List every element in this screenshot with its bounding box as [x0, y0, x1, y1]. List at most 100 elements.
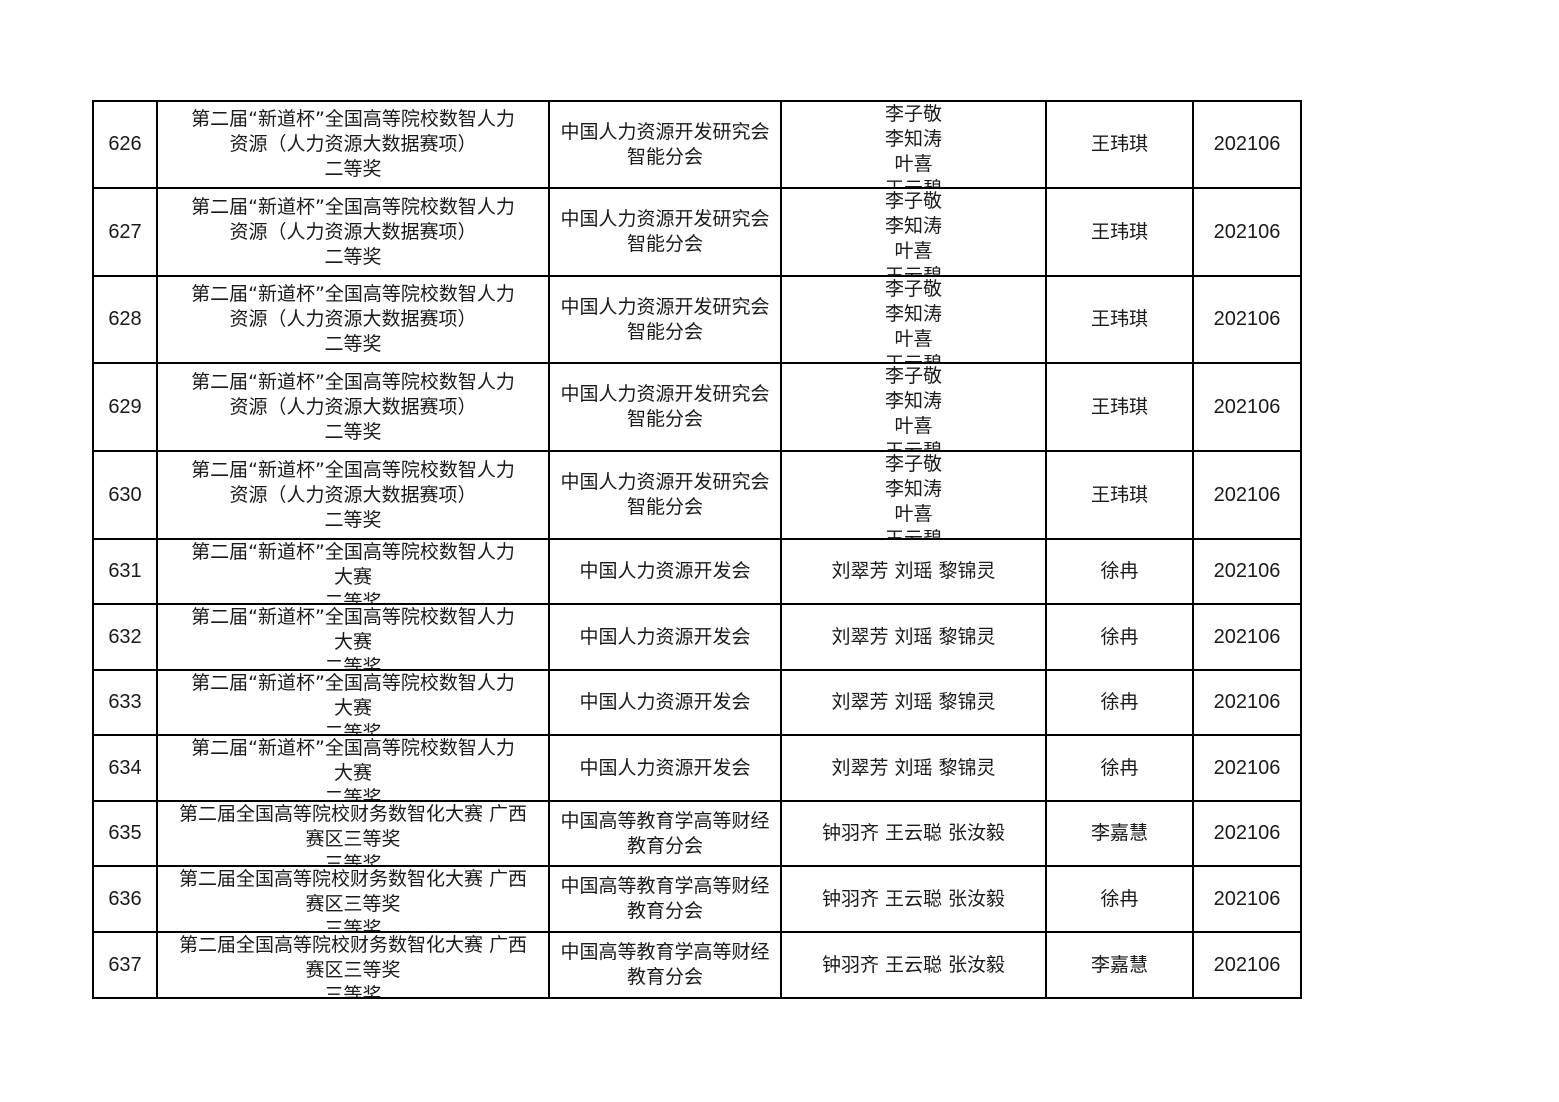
cell-line: 叶喜: [894, 153, 933, 175]
award-name-cell: 第二届全国高等院校财务数智化大赛 广西 赛区三等奖 三等奖: [158, 933, 550, 997]
teacher-cell: 王玮琪: [1047, 452, 1194, 538]
organizer-cell: 中国人力资源开发会: [550, 736, 782, 800]
cell-line: 资源（人力资源大数据赛项）: [229, 395, 477, 418]
date-cell: 202106: [1194, 933, 1302, 997]
table-row: 635 第二届全国高等院校财务数智化大赛 广西 赛区三等奖 三等奖 中国高等教育学高等财…: [94, 802, 1302, 867]
award-name-cell: 第二届全国高等院校财务数智化大赛 广西 赛区三等奖 三等奖: [158, 867, 550, 931]
cell-line: 智能分会: [626, 320, 703, 343]
teacher-cell: 王玮琪: [1047, 189, 1194, 275]
row-number-cell: 629: [94, 364, 158, 450]
award-name-cell: 第二届“新道杯”全国高等院校数智人力 大赛 二等奖: [158, 605, 550, 669]
cell-line: 中国人力资源开发研究会: [560, 120, 770, 143]
table-row: 628 第二届“新道杯”全国高等院校数智人力 资源（人力资源大数据赛项） 二等奖 中国人…: [94, 277, 1302, 364]
organizer-cell: 中国高等教育学高等财经 教育分会: [550, 933, 782, 997]
cell-line: 中国人力资源开发会: [579, 756, 751, 779]
cell-line: 二等奖: [324, 656, 382, 669]
awards-table: 626 第二届“新道杯”全国高等院校数智人力 资源（人力资源大数据赛项） 二等奖 中国人…: [92, 100, 1302, 999]
cell-line: 钟羽齐 王云聪 张汝毅: [821, 887, 1006, 910]
cell-line: 李知涛: [884, 478, 942, 500]
row-number-cell: 631: [94, 540, 158, 603]
cell-line: 二等奖: [324, 591, 382, 603]
cell-line: 刘翠芳 刘瑶 黎锦灵: [831, 560, 996, 582]
cell-line: 钟羽齐 王云聪 张汝毅: [821, 822, 1006, 844]
date-cell: 202106: [1194, 452, 1302, 538]
cell-line: 赛区三等奖: [305, 893, 401, 915]
cell-line: 王云碧: [885, 527, 942, 538]
teacher-cell: 王玮琪: [1047, 277, 1194, 362]
cell-line: 李知涛: [884, 128, 942, 150]
cell-line: 李子敬: [884, 103, 942, 125]
cell-line: 智能分会: [626, 496, 703, 518]
cell-line: 叶喜: [894, 328, 933, 350]
cell-line: 中国人力资源开发研究会: [560, 295, 770, 318]
cell-line: 智能分会: [626, 233, 703, 255]
cell-line: 王云碧: [885, 177, 942, 187]
cell-line: 中国高等教育学高等财经: [560, 875, 770, 897]
organizer-cell: 中国人力资源开发研究会 智能分会: [550, 277, 782, 362]
row-number-cell: 636: [94, 867, 158, 931]
organizer-cell: 中国人力资源开发研究会 智能分会: [550, 452, 782, 538]
students-cell: 李子敬李知涛叶喜王云碧: [782, 452, 1047, 538]
cell-line: 三等奖: [324, 984, 382, 997]
table-row: 632 第二届“新道杯”全国高等院校数智人力 大赛 二等奖 中国人力资源开发会 刘翠芳 刘…: [94, 605, 1302, 671]
cell-line: 赛区三等奖: [305, 959, 401, 981]
cell-line: 王云碧: [885, 439, 942, 450]
cell-line: 教育分会: [626, 900, 703, 922]
cell-line: 教育分会: [626, 834, 703, 857]
cell-line: 二等奖: [324, 420, 382, 443]
table-row: 627 第二届“新道杯”全国高等院校数智人力 资源（人力资源大数据赛项） 二等奖 中国人…: [94, 189, 1302, 277]
cell-line: 李子敬: [884, 453, 942, 475]
teacher-cell: 徐冉: [1047, 671, 1194, 734]
award-name-cell: 第二届“新道杯”全国高等院校数智人力 资源（人力资源大数据赛项） 二等奖: [158, 452, 550, 538]
cell-line: 第二届“新道杯”全国高等院校数智人力: [191, 458, 515, 481]
date-cell: 202106: [1194, 540, 1302, 603]
cell-line: 李知涛: [884, 303, 942, 325]
cell-line: 二等奖: [324, 158, 382, 180]
cell-line: 钟羽齐 王云聪 张汝毅: [821, 953, 1006, 976]
date-cell: 202106: [1194, 189, 1302, 275]
cell-line: 刘翠芳 刘瑶 黎锦灵: [831, 625, 996, 648]
organizer-cell: 中国人力资源开发研究会 智能分会: [550, 189, 782, 275]
students-cell: 钟羽齐 王云聪 张汝毅: [782, 867, 1047, 931]
cell-line: 李子敬: [884, 190, 942, 212]
date-cell: 202106: [1194, 364, 1302, 450]
cell-line: 三等奖: [324, 853, 382, 865]
cell-line: 教育分会: [626, 966, 703, 988]
award-name-cell: 第二届“新道杯”全国高等院校数智人力 资源（人力资源大数据赛项） 二等奖: [158, 277, 550, 362]
row-number-cell: 637: [94, 933, 158, 997]
row-number-cell: 633: [94, 671, 158, 734]
cell-line: 中国高等教育学高等财经: [560, 941, 770, 963]
row-number-cell: 632: [94, 605, 158, 669]
row-number-cell: 626: [94, 102, 158, 187]
cell-line: 第二届全国高等院校财务数智化大赛 广西: [178, 803, 528, 825]
cell-line: 第二届“新道杯”全国高等院校数智人力: [191, 672, 515, 694]
teacher-cell: 王玮琪: [1047, 364, 1194, 450]
cell-line: 刘翠芳 刘瑶 黎锦灵: [831, 691, 996, 713]
students-cell: 刘翠芳 刘瑶 黎锦灵: [782, 671, 1047, 734]
cell-line: 中国高等教育学高等财经: [560, 809, 770, 832]
cell-line: 中国人力资源开发会: [579, 691, 751, 713]
cell-line: 二等奖: [324, 508, 382, 531]
teacher-cell: 徐冉: [1047, 605, 1194, 669]
teacher-cell: 徐冉: [1047, 540, 1194, 603]
award-name-cell: 第二届“新道杯”全国高等院校数智人力 资源（人力资源大数据赛项） 二等奖: [158, 364, 550, 450]
students-cell: 刘翠芳 刘瑶 黎锦灵: [782, 736, 1047, 800]
row-number-cell: 634: [94, 736, 158, 800]
cell-line: 二等奖: [324, 787, 382, 800]
cell-line: 第二届“新道杯”全国高等院校数智人力: [191, 541, 515, 563]
cell-line: 李子敬: [884, 365, 942, 387]
cell-line: 中国人力资源开发研究会: [560, 208, 770, 230]
teacher-cell: 徐冉: [1047, 867, 1194, 931]
cell-line: 刘翠芳 刘瑶 黎锦灵: [831, 756, 996, 779]
cell-line: 大赛: [333, 566, 372, 588]
row-number-cell: 630: [94, 452, 158, 538]
cell-line: 李知涛: [884, 215, 942, 237]
teacher-cell: 徐冉: [1047, 736, 1194, 800]
students-cell: 李子敬李知涛叶喜王云碧: [782, 189, 1047, 275]
table-row: 636 第二届全国高等院校财务数智化大赛 广西 赛区三等奖 三等奖 中国高等教育学高等财…: [94, 867, 1302, 933]
row-number-cell: 628: [94, 277, 158, 362]
date-cell: 202106: [1194, 671, 1302, 734]
cell-line: 三等奖: [324, 918, 382, 931]
students-cell: 钟羽齐 王云聪 张汝毅: [782, 933, 1047, 997]
organizer-cell: 中国人力资源开发会: [550, 671, 782, 734]
